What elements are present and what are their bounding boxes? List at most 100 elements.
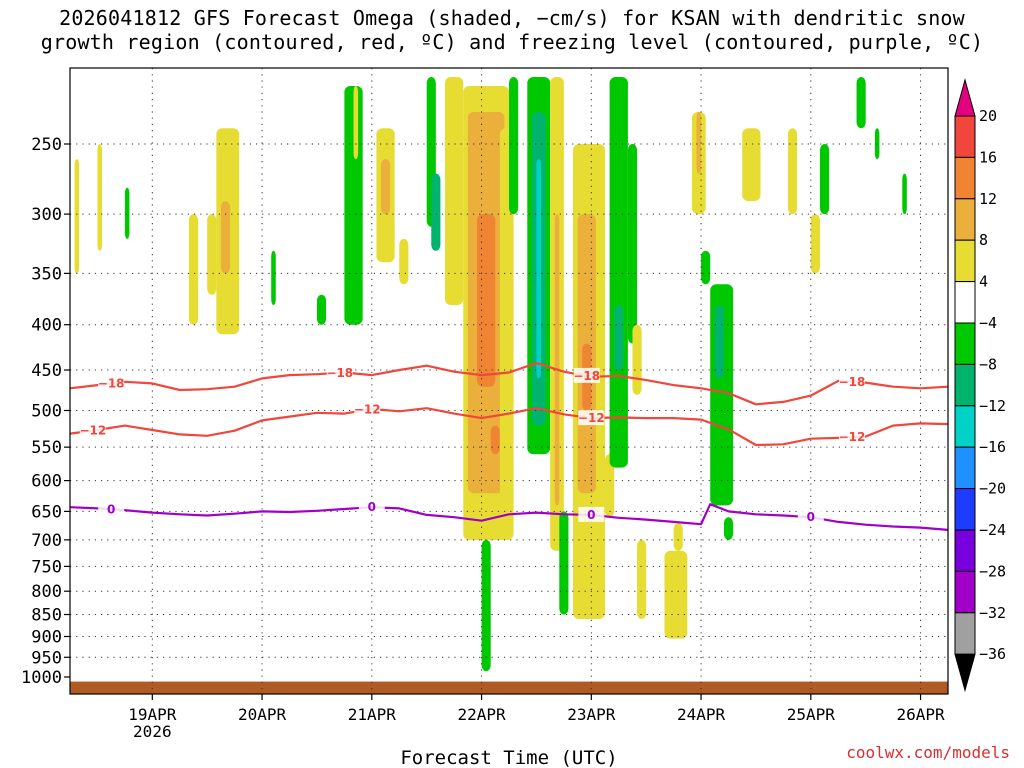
contour-label-minus12-bg [838,429,865,445]
contour-label-minus12: −12 [354,403,381,417]
omega-shade-region [490,425,500,455]
colorbar-label: −28 [979,562,1006,580]
omega-shade-region [554,214,560,506]
y-tick-label: 550 [31,438,62,458]
omega-shade-region [605,454,615,518]
x-axis-label: Forecast Time (UTC) [400,747,617,768]
colorbar-label: −32 [979,604,1006,622]
omega-shade-region [207,214,217,295]
omega-shade-region [220,201,231,274]
x-tick-label: 25APR [787,705,836,724]
y-tick-label: 900 [31,627,62,647]
x-tick-sublabel: 2026 [133,722,172,741]
colorbar: 20 16 12 8 4 −4 −8 −12 −16 −20 −24 −28 −32 −36 [954,78,1006,693]
y-tick-label: 250 [31,135,62,155]
y-tick-label: 950 [31,648,62,668]
omega-shade-region [600,505,606,572]
colorbar-segment [954,281,976,324]
colorbar-segment [954,322,976,365]
omega-shade-region [188,214,199,325]
temperature-contours: −18 −18 −18 −18 −12 −12 −12 −12 0 0 0 0 [69,362,949,531]
y-tick-label: 300 [31,205,62,225]
chart-title-line-2: growth region (contoured, red, ºC) and f… [40,30,984,54]
colorbar-label: −4 [979,314,997,332]
omega-shade-region [97,144,103,251]
omega-shade-region [902,173,907,215]
y-tick-label: 800 [31,582,62,602]
omega-shade-region [742,128,761,202]
contour-label-minus18-bg [838,373,865,389]
y-tick-label: 450 [31,361,62,381]
omega-shade-region [614,304,624,370]
y-tick-label: 700 [31,531,62,551]
colorbar-arrow-bottom [954,653,976,693]
omega-shade-region [810,214,820,274]
y-tick-label: 850 [31,606,62,626]
contour-label-minus18: −18 [98,376,125,390]
omega-shade-region [637,539,647,620]
colorbar-label: 20 [979,107,997,125]
omega-shade-region [664,550,688,639]
contour-label-minus12: −12 [839,430,866,444]
omega-shade-region [344,86,363,325]
colorbar-segment [954,612,976,655]
contour-line-minus18 [69,362,949,406]
omega-shade-region [673,523,683,551]
omega-shade-region [476,214,496,387]
omega-shade-region [609,76,628,468]
y-tick-label: 500 [31,402,62,422]
x-tick-label: 19APR [128,705,177,724]
omega-shade-region [380,159,391,215]
contour-label-minus12: −12 [79,424,106,438]
y-tick-label: 400 [31,316,62,336]
contour-label-freezing-level: 0 [107,502,115,516]
omega-shade-region [696,111,702,174]
colorbar-segment [954,198,976,241]
colorbar-segment [954,363,976,407]
omega-shade-region [509,76,519,215]
omega-shade-region [632,324,642,395]
contour-label-freezing-level-bg [797,509,824,525]
omega-shade-region [316,294,327,325]
x-tick-label: 23APR [567,705,616,724]
colorbar-label: −8 [979,355,997,373]
y-tick-label: 600 [31,472,62,492]
x-tick-label: 20APR [238,705,287,724]
omega-shade-region [627,144,638,344]
contour-label-minus18-bg [326,364,353,380]
colorbar-label: 8 [979,231,988,249]
omega-shade-region [353,86,359,160]
colorbar-segment [954,529,976,572]
omega-shade-region [431,173,441,251]
y-axis-ticks: 2503003504004505005506006507007508008509… [21,135,70,688]
omega-shade-region [536,159,542,379]
contour-label-minus18: −18 [573,369,600,383]
colorbar-segment [954,239,976,283]
contour-label-minus18: −18 [839,375,866,389]
omega-shade-region [399,238,409,285]
omega-shade-region [481,539,491,672]
contour-label-minus18: −18 [326,366,353,380]
contour-label-freezing-level: 0 [587,508,595,522]
contour-label-minus18-bg [573,367,600,383]
omega-shade-region [787,128,798,215]
contour-label-freezing-level: 0 [807,510,815,524]
contour-label-freezing-level-bg [578,506,605,522]
chart-title-line-1: 2026041812 GFS Forecast Omega (shaded, −… [59,6,965,30]
contour-label-minus12-bg [578,410,605,426]
contour-label-freezing-level-bg [98,501,125,517]
colorbar-segment [954,570,976,614]
colorbar-label: 12 [979,190,997,208]
contour-label-minus12: −12 [578,411,605,425]
x-tick-label: 21APR [348,705,397,724]
colorbar-arrow-top [954,78,976,117]
contour-line-freezing-level [69,503,949,531]
omega-shade-region [499,128,514,540]
omega-shade-region [723,517,734,540]
omega-shade-region [271,250,276,305]
contour-line-minus12 [69,407,949,447]
colorbar-segment [954,446,976,490]
x-tick-label: 22APR [457,705,506,724]
